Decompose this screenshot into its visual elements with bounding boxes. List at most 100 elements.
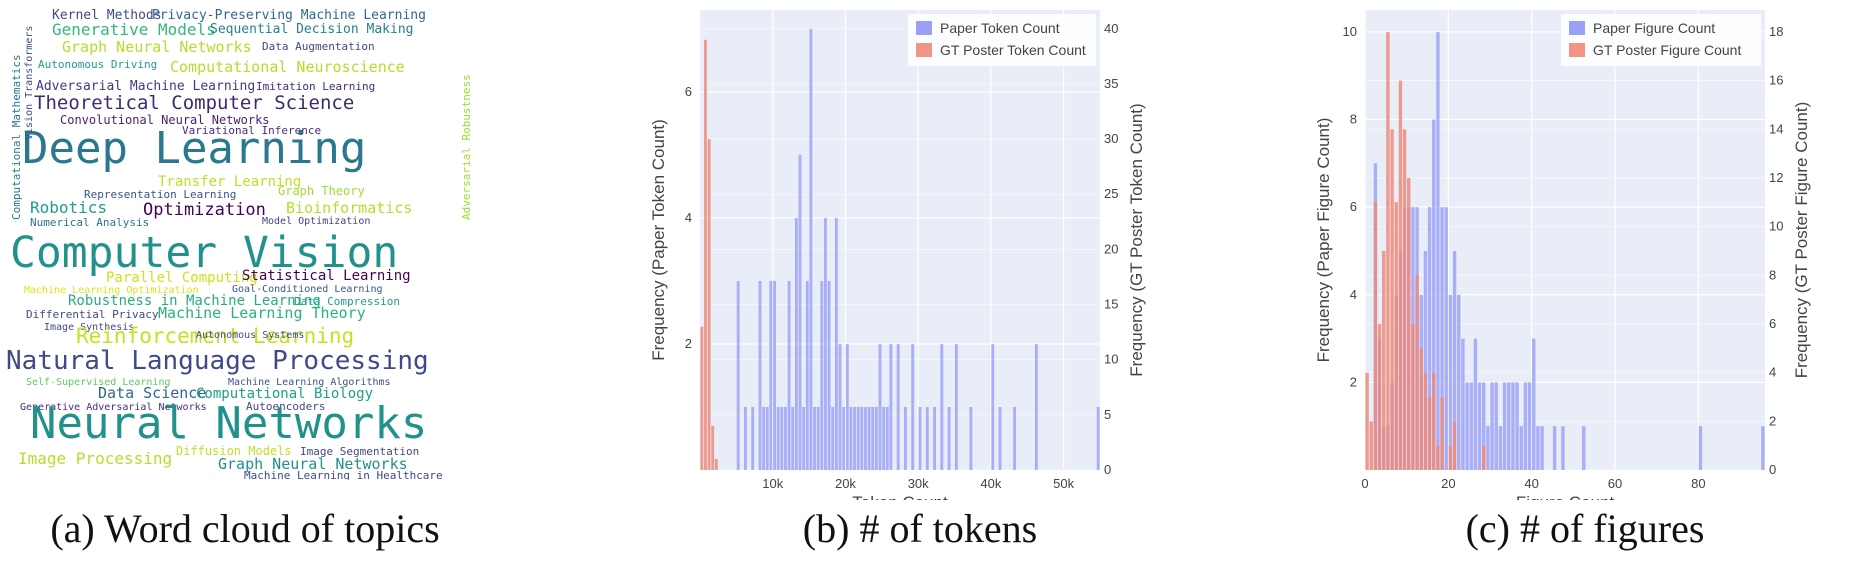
paper-histogram-bar [1432,119,1436,471]
poster-histogram-bar [1415,275,1419,470]
paper-histogram-bar [1452,250,1457,470]
paper-histogram-bar [885,406,889,470]
paper-histogram-bar [1473,338,1478,470]
word-computational-neuroscience: Computational Neuroscience [170,58,405,76]
poster-histogram-bar [1386,31,1390,471]
paper-histogram-bar [834,217,838,470]
paper-histogram-bar [871,406,875,470]
poster-legend-swatch [916,43,932,57]
paper-legend-swatch [1569,21,1585,35]
poster-histogram-bar [1411,323,1415,470]
paper-histogram-bar [1448,294,1453,470]
y2-tick-label: 16 [1769,73,1783,88]
word-generative-models: Generative Models [52,20,216,39]
paper-histogram-bar [867,406,871,470]
y2-tick-label: 12 [1769,170,1783,185]
y2-tick-label: 4 [1769,365,1776,380]
paper-histogram-bar [780,406,784,470]
poster-histogram-bar [1382,250,1386,470]
y2-tick-label: 6 [1769,316,1776,331]
y2-tick-label: 0 [1769,462,1776,477]
poster-histogram-bar [1390,129,1394,470]
word-computational-biology: Computational Biology [196,386,373,402]
word-model-optimization: Model Optimization [262,216,370,227]
paper-histogram-bar [787,280,791,470]
y2-axis-label: Frequency (GT Poster Token Count) [1127,103,1146,376]
paper-histogram-bar [758,280,762,470]
paper-histogram-bar [918,406,922,470]
word-adversarial-machine-learning: Adversarial Machine Learning [36,79,255,94]
y2-tick-label: 25 [1104,186,1118,201]
paper-histogram-bar [860,406,864,470]
paper-histogram-bar [1527,382,1532,470]
x-tick-label: 20k [835,476,856,491]
paper-histogram-bar [1761,426,1765,470]
paper-histogram-bar [874,406,878,470]
y-tick-label: 8 [1350,112,1357,127]
word-robotics: Robotics [30,198,107,217]
y2-axis-label: Frequency (GT Poster Figure Count) [1792,102,1811,379]
x-tick-label: 50k [1053,476,1074,491]
paper-histogram-bar [1461,338,1465,470]
paper-histogram-bar [991,343,995,470]
paper-histogram-bar [933,406,936,470]
paper-histogram-bar [802,406,806,470]
word-image-processing: Image Processing [18,449,172,468]
word-generative-adversarial-networks: Generative Adversarial Networks [20,402,207,413]
poster-histogram-bar [1373,202,1378,470]
poster-histogram-bar [1377,323,1382,470]
paper-histogram-bar [798,154,802,470]
word-autonomous-systems: Autonomous Systems [196,330,304,341]
paper-histogram-bar [1498,426,1503,470]
paper-histogram-bar [1444,207,1448,470]
x-tick-label: 0 [1361,476,1368,491]
word-diffusion-models: Diffusion Models [176,444,292,458]
x-tick-label: 10k [762,476,783,491]
y-tick-label: 2 [1350,374,1357,389]
paper-histogram-bar [1096,406,1100,470]
word-neural-networks: Neural Networks [30,398,427,449]
y2-tick-label: 20 [1104,241,1118,256]
paper-histogram-bar [791,406,795,470]
poster-histogram-bar [1436,445,1440,470]
x-tick-label: 60 [1608,476,1622,491]
word-graph-theory: Graph Theory [278,184,365,198]
paper-histogram-bar [1494,382,1498,470]
paper-histogram-bar [998,406,1002,470]
paper-histogram-bar [751,406,755,470]
paper-histogram-bar [856,406,860,470]
paper-histogram-bar [1502,382,1507,470]
word-robustness-in-machine-learning: Robustness in Machine Learning [68,293,321,309]
paper-histogram-bar [864,406,867,470]
paper-histogram-bar [827,280,831,470]
paper-histogram-bar [838,343,842,470]
paper-histogram-bar [765,406,769,470]
word-sequential-decision-making: Sequential Decision Making [210,22,414,37]
y2-tick-label: 40 [1104,21,1118,36]
word-autonomous-driving: Autonomous Driving [38,58,157,71]
word-data-science: Data Science [98,384,206,402]
word-machine-learning-in-healthcare: Machine Learning in Healthcare [244,469,443,480]
y-tick-label: 10 [1343,24,1357,39]
paper-histogram-bar [762,406,766,470]
paper-histogram-bar [947,406,951,470]
paper-histogram-bar [904,406,907,470]
token-count-histogram: 10k 20k 30k 40k 50k 2 4 6 0 5 10 15 20 25 30 35 40 Token … [640,0,1200,512]
poster-histogram-bar [1365,372,1369,470]
paper-histogram-bar [882,406,886,470]
word-computational-mathematics: Computational Mathematics [10,54,23,220]
paper-histogram-bar [824,217,827,470]
paper-histogram-bar [1582,426,1586,470]
paper-histogram-bar [736,280,740,470]
paper-histogram-bar [1519,426,1523,470]
word-vision-transformers: Vision Transformers [24,26,35,140]
y2-tick-label: 5 [1104,407,1111,422]
paper-histogram-bar [925,406,929,470]
paper-histogram-bar [1477,382,1482,470]
poster-legend-label: GT Poster Figure Count [1593,42,1741,58]
paper-legend-label: Paper Figure Count [1593,20,1715,36]
y-tick-label: 2 [685,336,692,351]
word-graph-neural-networks: Graph Neural Networks [218,455,408,473]
paper-histogram-bar [805,280,809,470]
